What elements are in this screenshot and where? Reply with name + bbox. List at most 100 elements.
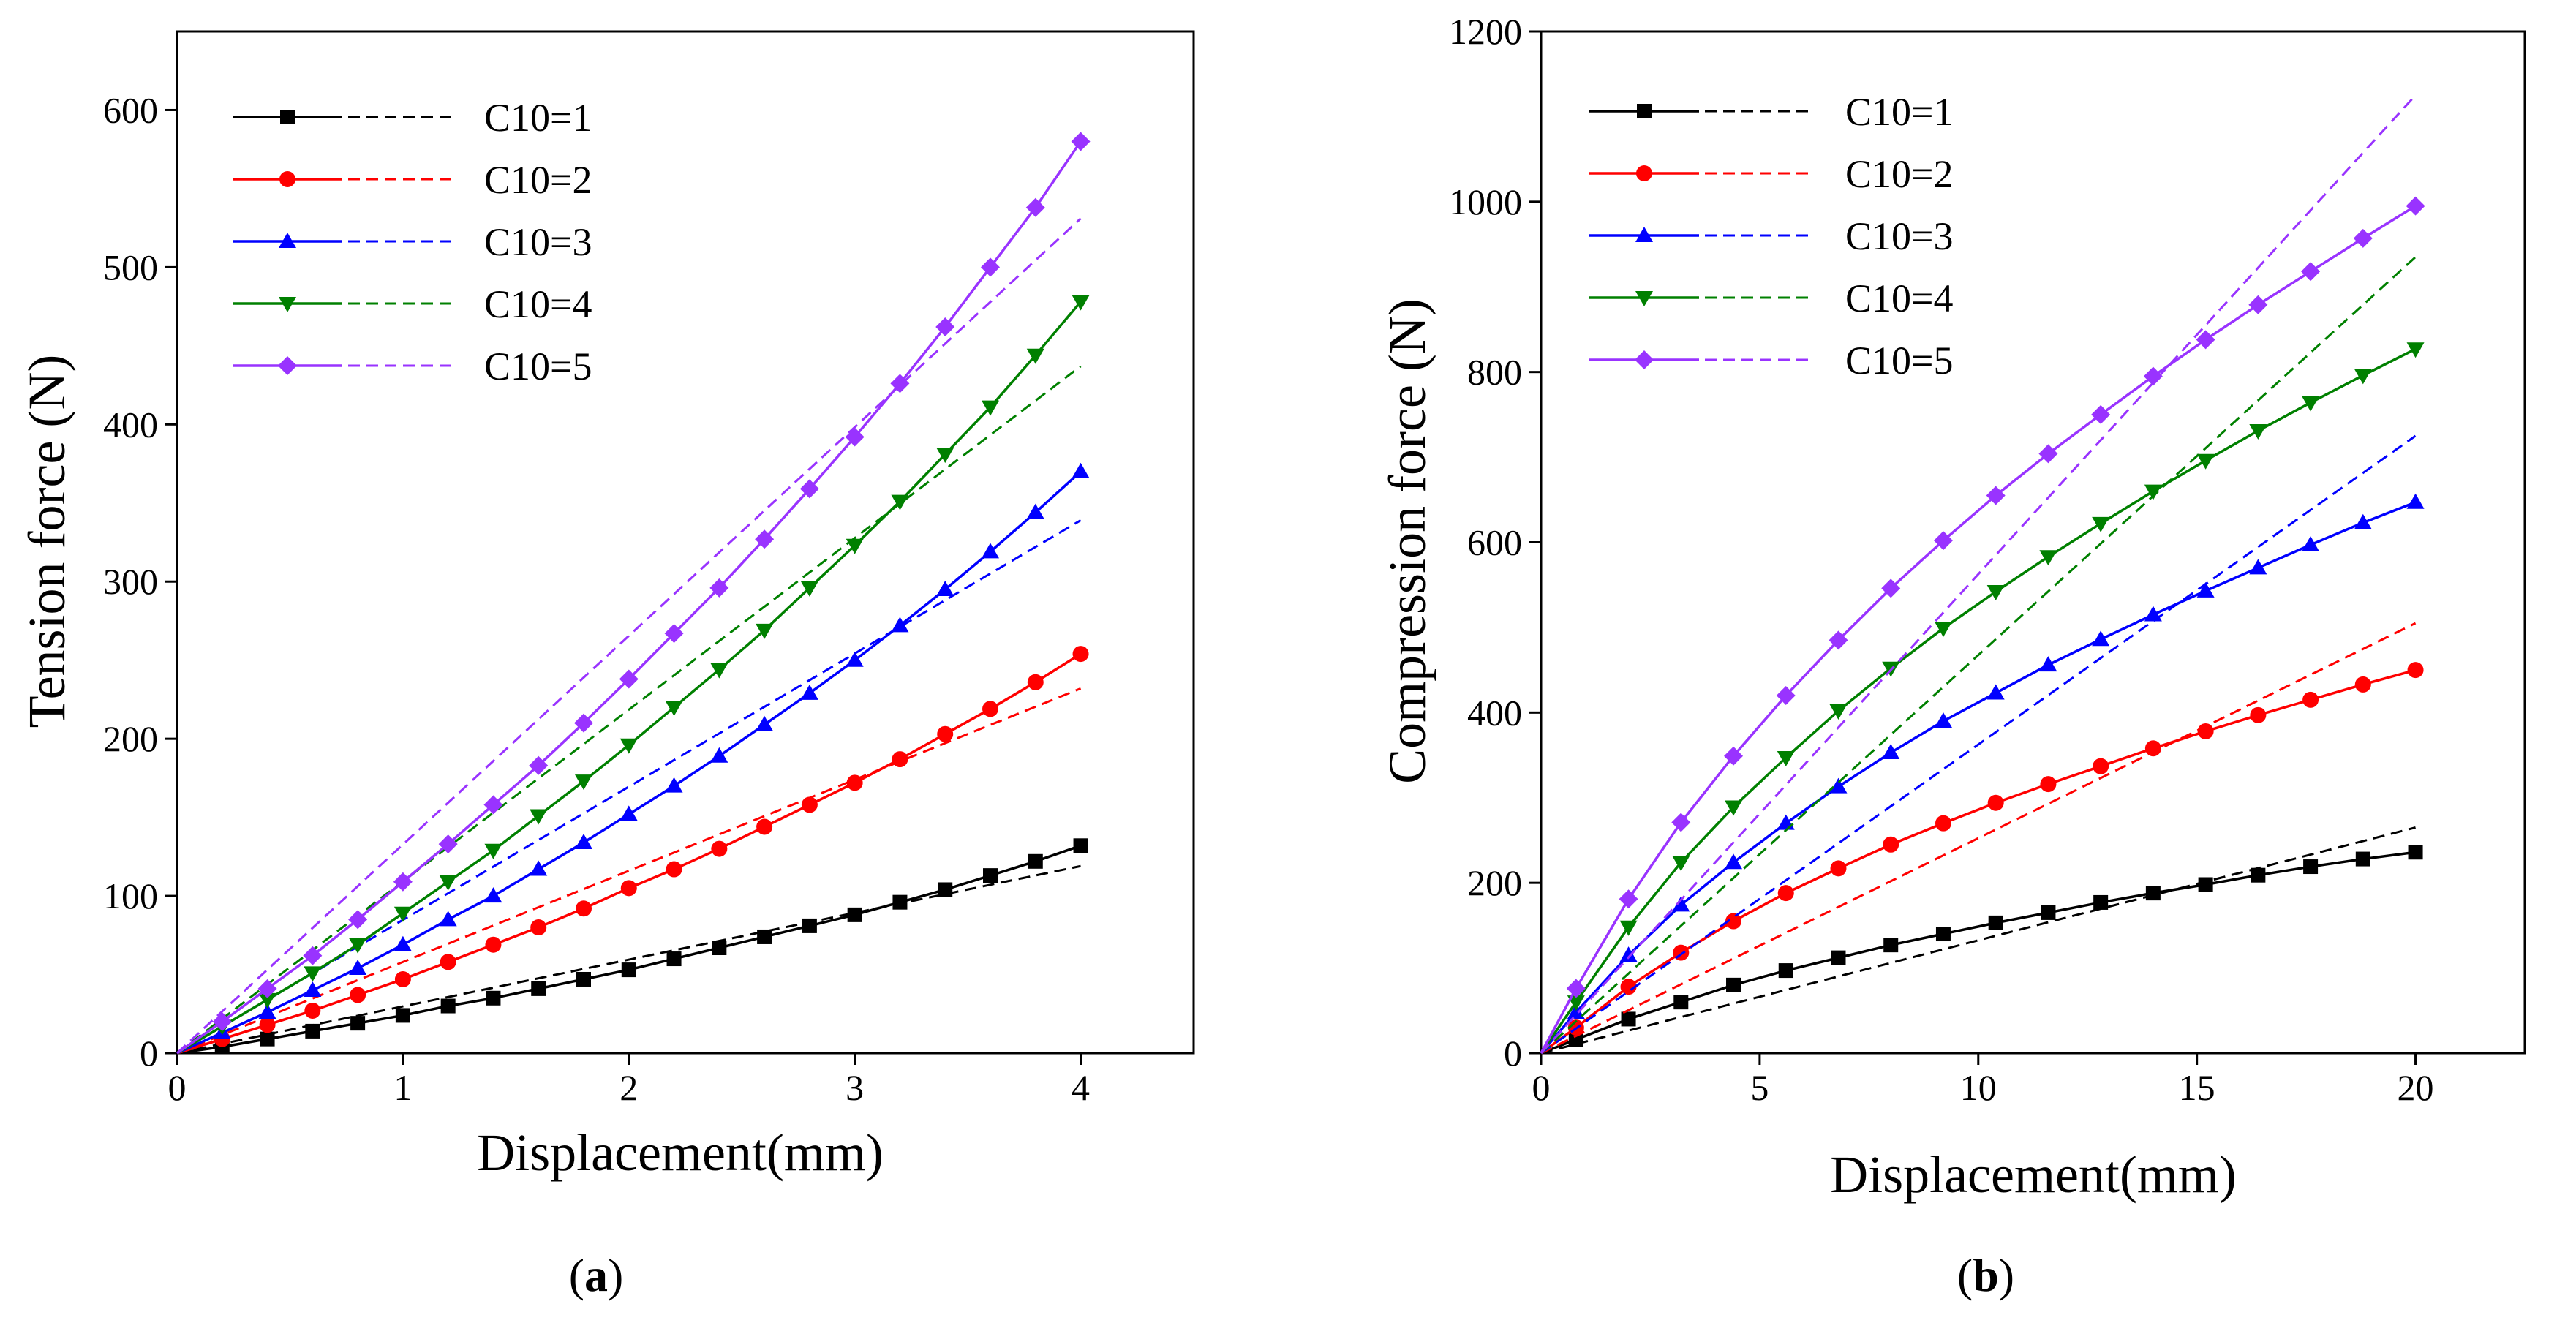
legend-label: C10=4 [484,282,592,326]
data-point [529,755,549,775]
data-point [1673,944,1690,961]
data-point [619,805,638,821]
data-point [936,448,954,464]
fit-line [1540,434,2417,1055]
data-point [845,427,865,447]
data-point [1986,486,2006,505]
data-point [1830,860,1847,877]
x-tick-label: 15 [2179,1067,2215,1108]
data-point [801,796,818,813]
data-point [800,684,818,700]
x-tick-label: 1 [393,1067,412,1108]
data-point [1829,704,1848,720]
data-point [576,900,592,917]
data-point [1988,915,2003,930]
data-point [755,529,775,549]
data-point [802,918,817,933]
data-point [846,774,863,791]
data-point [350,1016,366,1031]
series-line [176,140,1082,1055]
data-point [2249,423,2267,440]
data-point [1726,977,1741,992]
data-point [2197,723,2214,739]
data-point [2093,894,2109,910]
data-point [664,624,684,644]
data-point [846,651,864,667]
data-point [1986,585,2005,601]
x-tick-label: 0 [168,1067,187,1108]
data-point [891,617,909,633]
data-point [756,818,773,835]
data-point [1671,813,1691,832]
series-c10-5 [1540,94,2425,1055]
data-point [1620,979,1637,995]
data-point [710,663,728,679]
data-point [2196,581,2215,598]
data-point [395,1008,410,1023]
data-point [350,987,366,1003]
data-point [440,998,456,1014]
fit-line [176,687,1082,1055]
data-point [1777,814,1795,830]
legend-label: C10=4 [1845,276,1953,320]
data-point [2302,396,2320,412]
data-point [257,979,277,998]
data-point [2143,366,2163,386]
data-point [1829,630,1848,650]
legend-marker [1636,165,1652,181]
data-point [1072,295,1090,311]
data-point [2251,867,2266,883]
data-point [531,981,546,996]
y-tick-label: 600 [103,89,158,130]
legend-label: C10=5 [1845,339,1953,382]
series-c10-1 [1540,826,2423,1055]
data-point [799,479,819,499]
data-point [439,875,457,891]
data-point [1986,684,2005,700]
data-point [574,713,593,733]
legend-entry: C10=1 [1589,90,1953,134]
data-point [258,992,276,1009]
y-tick-label: 600 [1467,522,1522,563]
fit-line [1540,826,2416,1055]
data-point [2039,550,2057,566]
y-tick-label: 1200 [1449,11,1522,52]
data-point [1776,686,1796,706]
series-line [1540,347,2417,1054]
series-c10-2 [1540,622,2424,1055]
data-point [938,882,953,897]
fit-line [176,864,1081,1055]
legend-entry: C10=4 [1589,276,1953,320]
data-point [2144,606,2162,622]
data-point [1026,503,1044,519]
data-point [892,751,908,768]
data-point [1568,1032,1583,1047]
data-point [709,578,729,598]
fit-line [176,365,1082,1055]
data-point [393,935,412,951]
data-point [2145,886,2161,901]
data-point [2038,444,2058,464]
data-point [2196,453,2215,470]
data-point [935,317,955,337]
legend-entry: C10=2 [1589,152,1953,196]
data-point [440,954,456,970]
data-point [1831,950,1846,965]
x-tick-label: 20 [2398,1067,2434,1108]
data-point [2408,845,2423,860]
y-tick-label: 400 [103,404,158,445]
data-point [2302,691,2319,708]
data-point [530,919,547,936]
data-point [486,990,501,1006]
data-point [2302,535,2320,551]
data-point [982,400,999,416]
data-point [349,959,367,975]
data-point [1672,856,1690,872]
data-point [2353,228,2373,248]
data-point [2196,330,2215,350]
data-point [305,1023,320,1039]
y-tick-label: 200 [103,718,158,759]
data-point [891,494,909,510]
data-point [304,981,322,998]
data-point [1072,462,1090,478]
